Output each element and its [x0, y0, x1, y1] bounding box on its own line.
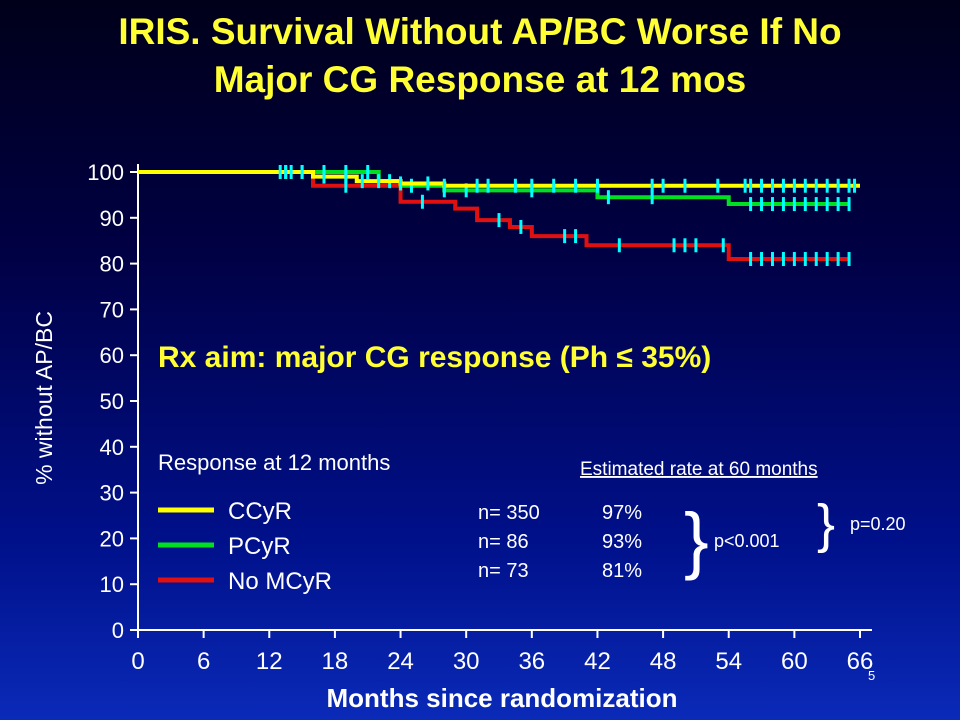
- plot-area: [137, 164, 872, 631]
- brace-1: }: [684, 498, 709, 581]
- y-tick-label: 100: [87, 160, 124, 185]
- x-tick-label: 36: [518, 648, 545, 675]
- y-tick-label: 40: [100, 435, 124, 460]
- series-line: [138, 170, 850, 207]
- y-tick-label: 90: [100, 206, 124, 231]
- y-axis-ticks: 0 10 20 30 40 50 60 70 80 90 100: [87, 160, 138, 643]
- legend-label: CCyR: [228, 498, 292, 525]
- x-tick-label: 60: [781, 648, 808, 675]
- y-tick-label: 50: [100, 389, 124, 414]
- slide-number: 5: [868, 668, 875, 683]
- series-no-mcyr: [138, 170, 851, 267]
- x-axis-ticks: 0 6 12 18 24 30 36 42 48 54 60 66: [131, 630, 873, 675]
- rx-aim-annotation: Rx aim: major CG response (Ph ≤ 35%): [158, 341, 711, 374]
- x-tick-label: 66: [847, 648, 874, 675]
- legend-title: Response at 12 months: [158, 450, 390, 475]
- x-tick-label: 0: [131, 648, 144, 675]
- series-layer: [138, 165, 860, 267]
- x-tick-label: 6: [197, 648, 210, 675]
- legend-label: No MCyR: [228, 568, 332, 595]
- brace-2: }: [817, 494, 835, 554]
- p-value-1: p<0.001: [714, 531, 780, 551]
- legend-item: PCyR: [158, 533, 291, 560]
- x-tick-label: 42: [584, 648, 611, 675]
- series-line: [138, 170, 850, 262]
- x-axis-label: Months since randomization: [326, 683, 677, 713]
- y-tick-label: 60: [100, 343, 124, 368]
- x-tick-label: 54: [715, 648, 742, 675]
- x-tick-label: 12: [256, 648, 283, 675]
- slide-title: IRIS. Survival Without AP/BC Worse If No…: [0, 8, 960, 104]
- estimate-rate: 97%: [602, 502, 642, 524]
- estimate-rate: 81%: [602, 560, 642, 582]
- series-ccyr: [138, 165, 860, 193]
- slide-title-line-2: Major CG Response at 12 mos: [213, 59, 747, 100]
- y-tick-label: 10: [100, 572, 124, 597]
- legend-item: No MCyR: [158, 568, 332, 595]
- estimates-table: n= 350 97% n= 86 93% n= 73 81%: [478, 502, 642, 582]
- estimates-header: Estimated rate at 60 months: [580, 459, 818, 480]
- legend-item: CCyR: [158, 498, 292, 525]
- y-tick-label: 80: [100, 252, 124, 277]
- estimate-n: n= 86: [478, 531, 529, 553]
- x-tick-label: 30: [453, 648, 480, 675]
- y-tick-label: 70: [100, 297, 124, 322]
- estimate-rate: 93%: [602, 531, 642, 553]
- estimate-n: n= 73: [478, 560, 529, 582]
- x-tick-label: 18: [322, 648, 349, 675]
- y-tick-label: 0: [112, 618, 124, 643]
- legend: CCyR PCyR No MCyR: [158, 498, 332, 595]
- slide-title-line-1: IRIS. Survival Without AP/BC Worse If No: [118, 11, 842, 52]
- x-tick-label: 48: [650, 648, 677, 675]
- p-value-2: p=0.20: [850, 514, 906, 534]
- estimate-n: n= 350: [478, 502, 540, 524]
- x-tick-label: 24: [387, 648, 414, 675]
- y-axis-label: % without AP/BC: [31, 311, 57, 485]
- legend-label: PCyR: [228, 533, 291, 560]
- y-tick-label: 30: [100, 481, 124, 506]
- y-tick-label: 20: [100, 526, 124, 551]
